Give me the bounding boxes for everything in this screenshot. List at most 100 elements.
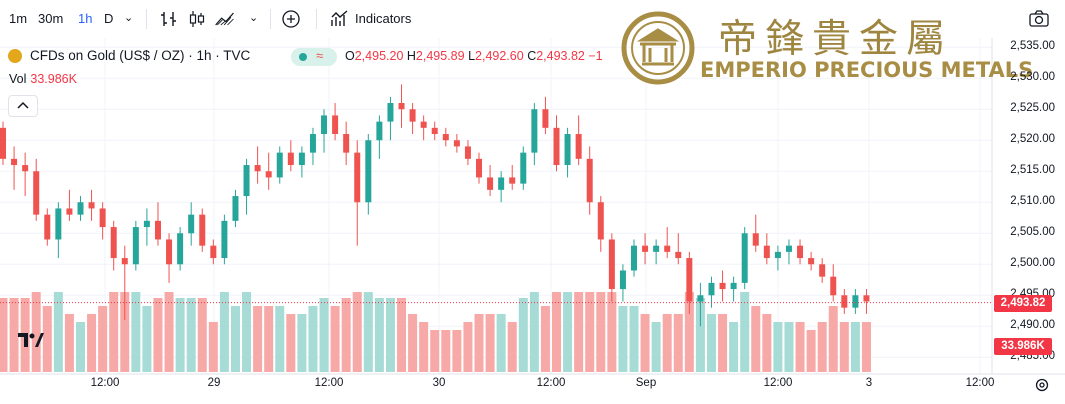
volume-bar: [131, 292, 141, 372]
indicators-button[interactable]: Indicators: [355, 11, 412, 26]
time-tick-label: 12:00: [314, 377, 344, 389]
volume-bar: [729, 322, 739, 372]
time-tick-label: Sep: [635, 377, 657, 389]
volume-bar: [540, 306, 550, 372]
candle-body: [476, 158, 483, 178]
volume-bar: [452, 330, 462, 372]
candle-body: [653, 245, 660, 252]
interval-1h[interactable]: 1h: [78, 11, 93, 26]
candle-body: [298, 152, 305, 166]
candle-body: [431, 127, 438, 135]
volume-bar: [861, 322, 871, 372]
candle-body: [409, 109, 416, 122]
candle-body: [520, 152, 527, 184]
volume-bar: [264, 306, 274, 372]
candle-body: [55, 208, 62, 240]
volume-bar: [607, 292, 617, 372]
logo-chinese-text: 帝鋒貴金屬: [718, 17, 954, 62]
candles: [0, 84, 870, 327]
volume-bar: [474, 314, 484, 372]
add-plus-icon[interactable]: [280, 9, 302, 29]
volume-bar: [806, 330, 816, 372]
candle-body: [199, 214, 206, 246]
volume-bar: [817, 322, 827, 372]
volume-bar: [53, 292, 63, 372]
volume-bar: [330, 306, 340, 372]
time-tick-label: 12:00: [536, 377, 566, 389]
price-tick-label: 2,505.00: [1010, 226, 1055, 239]
volume-bar: [773, 322, 783, 372]
candle-body: [664, 245, 671, 252]
volume-bar: [352, 292, 362, 372]
candles-icon[interactable]: [186, 9, 208, 29]
tradingview-logo-icon[interactable]: [18, 330, 44, 348]
chart-toolbar: 1m 30m 1h D ⌄ ⌄ Indicators: [0, 0, 1065, 38]
interval-d[interactable]: D: [104, 11, 114, 26]
market-open-dot-icon: [299, 53, 307, 61]
volume-bar: [120, 292, 130, 372]
interval-30m[interactable]: 30m: [38, 11, 64, 26]
volume-bar: [208, 322, 218, 372]
settings-gear-icon[interactable]: [1034, 377, 1050, 393]
volume-bar: [297, 314, 307, 372]
volume-bar: [673, 314, 683, 372]
last-price-tag: 2,493.82: [994, 294, 1052, 312]
candle-body: [586, 158, 593, 203]
volume-bar: [385, 298, 395, 372]
price-axis[interactable]: 2,535.00 2,530.00 2,525.00 2,520.00 2,515.00…: [992, 38, 1065, 374]
volume-bar: [164, 292, 174, 372]
volume-bar: [186, 298, 196, 372]
volume-bar: [341, 298, 351, 372]
chart-type-dropdown-icon[interactable]: ⌄: [249, 12, 259, 24]
collapse-legend-button[interactable]: [8, 95, 38, 117]
candle-body: [376, 121, 383, 141]
volume-bar: [850, 322, 860, 372]
candle-body: [22, 165, 29, 172]
candle-body: [852, 295, 859, 308]
interval-1m[interactable]: 1m: [9, 11, 28, 26]
volume-label: Vol: [9, 72, 27, 86]
candle-body: [99, 208, 106, 228]
candle-body: [453, 140, 460, 147]
candle-body: [819, 264, 826, 277]
volume-bar: [109, 292, 119, 372]
price-tick-label: 2,510.00: [1010, 195, 1055, 208]
time-axis[interactable]: 12:00 29 12:00 30 12:00 Sep 12:00 3 12:00: [0, 374, 1065, 404]
candle-body: [11, 158, 18, 166]
camera-icon[interactable]: [1028, 9, 1050, 29]
candle-body: [697, 295, 704, 302]
area-chart-icon[interactable]: [214, 9, 236, 29]
delayed-data-icon: ≈: [316, 48, 324, 63]
high-value: 2,495.89: [415, 49, 465, 63]
ohlc-values: O2,495.20 H2,495.89 L2,492.60 C2,493.82 …: [345, 49, 603, 63]
candle-body: [343, 134, 350, 153]
bars-icon[interactable]: [158, 9, 180, 29]
interval-dropdown-icon[interactable]: ⌄: [124, 12, 134, 24]
candle-body: [642, 245, 649, 252]
price-tick-label: 2,500.00: [1010, 257, 1055, 270]
volume-bars: [0, 292, 871, 372]
candle-body: [619, 270, 626, 290]
candle-body: [121, 258, 128, 265]
close-label: C: [527, 49, 537, 63]
candle-body: [830, 276, 837, 296]
price-tick-label: 2,530.00: [1010, 71, 1055, 84]
volume-bar: [529, 292, 539, 372]
volume-bar: [87, 314, 97, 372]
candle-body: [564, 134, 571, 166]
candle-body: [254, 165, 261, 172]
candle-body: [719, 282, 726, 290]
time-tick-label: 12:00: [90, 377, 120, 389]
indicators-icon[interactable]: [329, 9, 351, 29]
symbol-title[interactable]: CFDs on Gold (US$ / OZ) · 1h · TVC: [30, 48, 251, 63]
market-status-pill[interactable]: ≈: [291, 48, 337, 66]
candle-body: [785, 245, 792, 252]
volume-bar: [684, 292, 694, 372]
candle-body: [841, 295, 848, 308]
volume-bar: [9, 298, 19, 372]
logo-english-text: EMPERIO PRECIOUS METALS: [700, 58, 1034, 82]
candle-body: [143, 220, 150, 228]
candle-body: [630, 245, 637, 271]
volume-bar: [762, 314, 772, 372]
